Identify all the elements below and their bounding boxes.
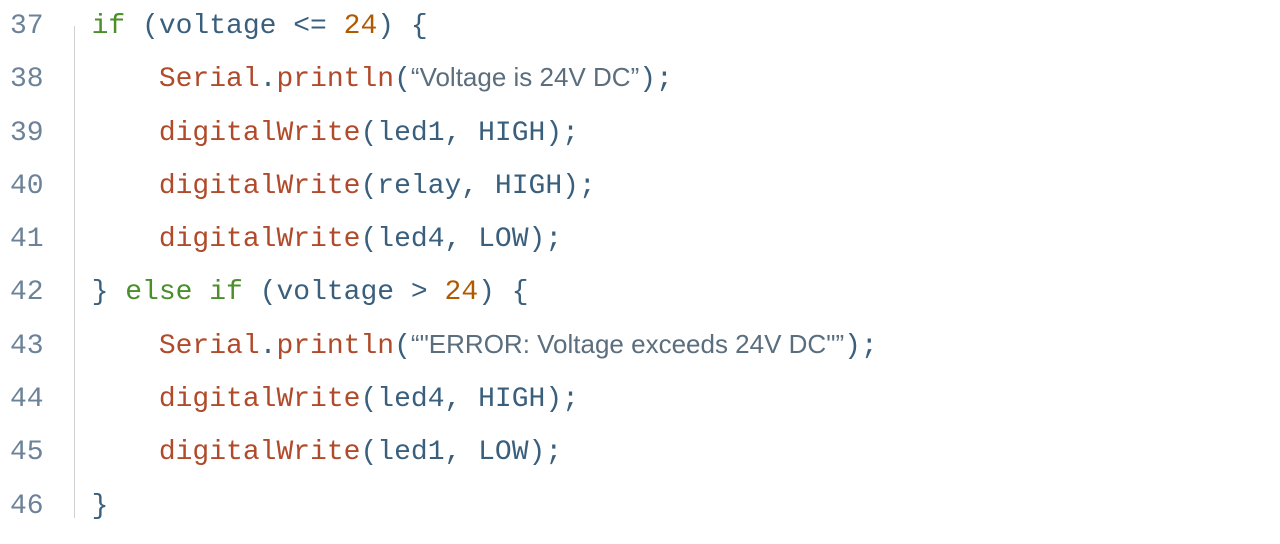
function-digitalwrite: digitalWrite <box>159 224 361 255</box>
identifier: voltage <box>159 11 277 42</box>
paren: ( <box>394 64 411 95</box>
brace: ) { <box>478 277 528 308</box>
line-number: 43 <box>10 320 44 373</box>
string-literal: “Voltage is 24V DC” <box>411 62 639 92</box>
string-literal: “"ERROR: Voltage exceeds 24V DC"” <box>411 329 844 359</box>
identifier: relay <box>377 171 461 202</box>
function-digitalwrite: digitalWrite <box>159 118 361 149</box>
identifier: voltage <box>276 277 394 308</box>
code-line[interactable]: digitalWrite(led1, LOW); <box>92 426 878 479</box>
code-line[interactable]: } else if (voltage > 24) { <box>92 266 878 319</box>
code-line[interactable]: Serial.println(“Voltage is 24V DC”); <box>92 53 878 106</box>
keyword-else: else <box>108 277 209 308</box>
code-line[interactable]: digitalWrite(led4, LOW); <box>92 213 878 266</box>
constant-low: LOW <box>478 437 528 468</box>
line-number: 37 <box>10 0 44 53</box>
paren: ); <box>639 64 673 95</box>
brace: } <box>92 491 109 522</box>
comma: , <box>445 118 479 149</box>
comma: , <box>461 171 495 202</box>
paren: ( <box>125 11 159 42</box>
identifier: led1 <box>377 437 444 468</box>
code-line[interactable]: Serial.println(“"ERROR: Voltage exceeds … <box>92 320 878 373</box>
paren: ( <box>360 384 377 415</box>
paren: ( <box>243 277 277 308</box>
indent-guide <box>74 26 75 518</box>
brace: } <box>92 277 109 308</box>
line-number: 38 <box>10 53 44 106</box>
function-digitalwrite: digitalWrite <box>159 384 361 415</box>
paren: ( <box>360 224 377 255</box>
keyword-if: if <box>209 277 243 308</box>
line-number: 39 <box>10 107 44 160</box>
comma: , <box>445 224 479 255</box>
dot: . <box>260 64 277 95</box>
constant-high: HIGH <box>478 384 545 415</box>
number-literal: 24 <box>344 11 378 42</box>
line-number-gutter: 37 38 39 40 41 42 43 44 45 46 <box>10 0 74 544</box>
paren: ); <box>562 171 596 202</box>
constant-high: HIGH <box>478 118 545 149</box>
line-number: 45 <box>10 426 44 479</box>
code-line[interactable]: digitalWrite(relay, HIGH); <box>92 160 878 213</box>
comma: , <box>445 384 479 415</box>
keyword-if: if <box>92 11 126 42</box>
constant-high: HIGH <box>495 171 562 202</box>
line-number: 46 <box>10 480 44 533</box>
identifier: led4 <box>377 224 444 255</box>
method-println: println <box>276 331 394 362</box>
code-line[interactable]: if (voltage <= 24) { <box>92 0 878 53</box>
operator: > <box>394 277 444 308</box>
line-number: 40 <box>10 160 44 213</box>
code-line[interactable]: } <box>92 480 878 533</box>
paren: ( <box>394 331 411 362</box>
comma: , <box>445 437 479 468</box>
line-number: 44 <box>10 373 44 426</box>
line-number: 42 <box>10 266 44 319</box>
line-number: 41 <box>10 213 44 266</box>
dot: . <box>260 331 277 362</box>
brace: ) { <box>377 11 427 42</box>
object-serial: Serial <box>159 331 260 362</box>
paren: ( <box>360 437 377 468</box>
paren: ); <box>545 384 579 415</box>
operator: <= <box>276 11 343 42</box>
paren: ); <box>545 118 579 149</box>
identifier: led1 <box>377 118 444 149</box>
paren: ); <box>529 437 563 468</box>
paren: ( <box>360 118 377 149</box>
paren: ); <box>844 331 878 362</box>
paren: ( <box>360 171 377 202</box>
code-editor-content[interactable]: if (voltage <= 24) { Serial.println(“Vol… <box>74 0 878 544</box>
code-line[interactable]: digitalWrite(led4, HIGH); <box>92 373 878 426</box>
identifier: led4 <box>377 384 444 415</box>
constant-low: LOW <box>478 224 528 255</box>
method-println: println <box>276 64 394 95</box>
paren: ); <box>529 224 563 255</box>
number-literal: 24 <box>445 277 479 308</box>
object-serial: Serial <box>159 64 260 95</box>
code-line[interactable]: digitalWrite(led1, HIGH); <box>92 107 878 160</box>
function-digitalwrite: digitalWrite <box>159 437 361 468</box>
function-digitalwrite: digitalWrite <box>159 171 361 202</box>
